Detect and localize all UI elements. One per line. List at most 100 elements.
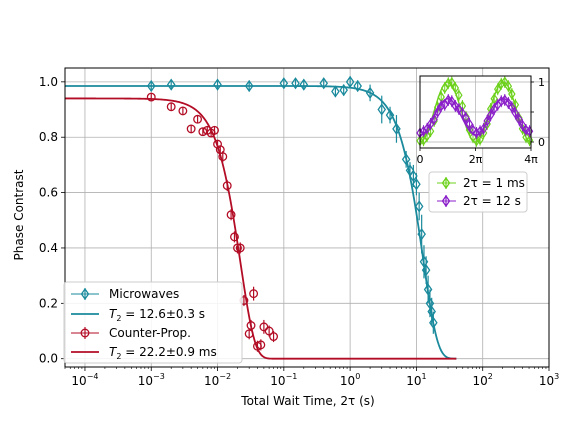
- y-tick-label: 1.0: [39, 75, 58, 89]
- data-point-circle: [264, 326, 274, 336]
- inset-data-point-diamond: [437, 100, 445, 112]
- data-point-diamond: [401, 153, 411, 166]
- x-tick-label: 10−2: [204, 372, 231, 388]
- legend-label-fit-microwaves: T2 = 12.6±0.3 s: [109, 307, 205, 323]
- inset-x-tick-label: 4π: [524, 153, 538, 166]
- data-point-circle: [269, 332, 279, 341]
- inset-plot-area: [416, 76, 534, 147]
- data-point-circle: [235, 243, 245, 253]
- legend-label-fit-counter-prop: T2 = 22.2±0.9 ms: [109, 345, 217, 361]
- data-point-diamond: [429, 316, 438, 329]
- inset-data-point-diamond: [476, 125, 484, 137]
- inset-data-point-diamond: [462, 112, 470, 124]
- x-tick-label: 10−3: [138, 372, 165, 388]
- y-tick-label: 0.6: [39, 186, 58, 200]
- data-point-diamond: [409, 169, 418, 183]
- inset-data-point-diamond: [444, 77, 452, 89]
- legend: Microwaves T2 = 12.6±0.3 s Counter-Prop.…: [63, 281, 243, 364]
- inset-data-point-diamond: [525, 134, 534, 146]
- inset-data-point-diamond: [504, 97, 513, 109]
- inset-legend-diamond-marker: [441, 176, 451, 190]
- legend-entry-fit-microwaves: T2 = 12.6±0.3 s: [71, 307, 205, 323]
- data-point-circle: [166, 102, 176, 112]
- y-tick-label: 0.0: [39, 352, 58, 366]
- y-axis-label: Phase Contrast: [12, 169, 26, 260]
- inset-data-point-diamond: [525, 125, 534, 137]
- inset-data-point-diamond: [494, 83, 502, 95]
- data-point-circle: [249, 289, 259, 299]
- inset-data-point-diamond: [458, 107, 467, 119]
- x-tick-label: 101: [406, 372, 426, 388]
- inset-legend-label-1ms: 2τ = 1 ms: [463, 176, 525, 190]
- data-point-diamond: [319, 77, 329, 90]
- legend-diamond-marker: [80, 287, 90, 301]
- data-point-diamond: [146, 79, 156, 93]
- data-point-diamond: [392, 122, 401, 136]
- y-tick-label: 0.4: [39, 241, 58, 255]
- data-point-diamond: [244, 79, 254, 93]
- inset-data-point-diamond: [433, 106, 442, 118]
- inset-legend-entry-12s: 2τ = 12 s: [437, 194, 521, 208]
- inset-data-point-diamond: [518, 119, 527, 131]
- main-axes-frame: [64, 67, 550, 368]
- x-tick-label: 100: [340, 372, 360, 388]
- y-tick-label: 0.2: [39, 296, 58, 310]
- inset-data-point-diamond: [501, 76, 509, 88]
- main-ticks: 10−4 10−3 10−2 10−1 100 101 102 1030.00.20.40.6…: [39, 75, 559, 388]
- data-point-diamond: [291, 77, 300, 90]
- inset-legend-entry-1ms: 2τ = 1 ms: [437, 176, 525, 190]
- inset-data-point-diamond: [508, 88, 516, 100]
- legend-entry-microwaves: Microwaves: [71, 287, 179, 301]
- inset-legend: 2τ = 1 ms 2τ = 12 s: [428, 171, 528, 213]
- inset-data-point-diamond: [472, 135, 481, 147]
- inset-data-point-diamond: [455, 89, 463, 101]
- inset-data-point-diamond: [508, 101, 516, 113]
- inset-data-point-diamond: [426, 125, 435, 137]
- data-point-circle: [230, 232, 239, 242]
- data-point-circle: [218, 152, 228, 162]
- inset-data-point-diamond: [522, 131, 530, 143]
- legend-box: [63, 281, 243, 364]
- data-point-diamond: [353, 79, 362, 93]
- inset-data-point-diamond: [451, 100, 460, 112]
- inset-data-point-diamond: [441, 99, 449, 111]
- inset-legend-label-12s: 2τ = 12 s: [463, 194, 521, 208]
- inset-data-point-diamond: [469, 124, 477, 136]
- main-plot-area: [65, 75, 457, 360]
- inset-legend-box: [428, 171, 528, 213]
- data-point-circle: [186, 124, 196, 134]
- data-point-diamond: [385, 108, 395, 122]
- x-tick-label: 10−1: [270, 372, 297, 388]
- inset-data-point-diamond: [483, 115, 491, 127]
- inset-x-tick-label: 0: [417, 153, 424, 166]
- fit-curve: [65, 97, 457, 360]
- legend-entry-fit-counter-prop: T2 = 22.2±0.9 ms: [71, 345, 217, 361]
- inset-data-point-diamond: [476, 134, 484, 146]
- data-point-circle: [198, 127, 208, 137]
- data-point-circle: [256, 340, 266, 350]
- inset-data-point-diamond: [497, 95, 505, 107]
- inset-y-tick-label: 0: [538, 136, 545, 149]
- legend-circle-marker: [80, 328, 90, 338]
- inset-data-point-diamond: [441, 82, 449, 94]
- data-point-circle: [146, 92, 156, 102]
- data-point-diamond: [299, 78, 309, 91]
- data-point-diamond: [166, 78, 176, 91]
- legend-label-counter-prop: Counter-Prop.: [109, 326, 191, 340]
- inset-data-point-diamond: [448, 95, 456, 107]
- inset-data-point-diamond: [423, 130, 431, 142]
- data-point-diamond: [377, 103, 387, 116]
- inset-x-tick-label: 2π: [469, 153, 483, 166]
- inset-data-point-diamond: [511, 107, 520, 119]
- inset-data-point-diamond: [426, 118, 435, 130]
- inset-data-point-diamond: [448, 77, 456, 89]
- inset-legend-diamond-marker: [441, 194, 451, 208]
- y-tick-label: 0.8: [39, 130, 58, 144]
- data-point-diamond: [339, 84, 348, 97]
- x-tick-label: 10−4: [71, 372, 98, 388]
- inset-data-point-diamond: [472, 127, 481, 139]
- x-axis-label: Total Wait Time, 2τ (s): [240, 394, 374, 408]
